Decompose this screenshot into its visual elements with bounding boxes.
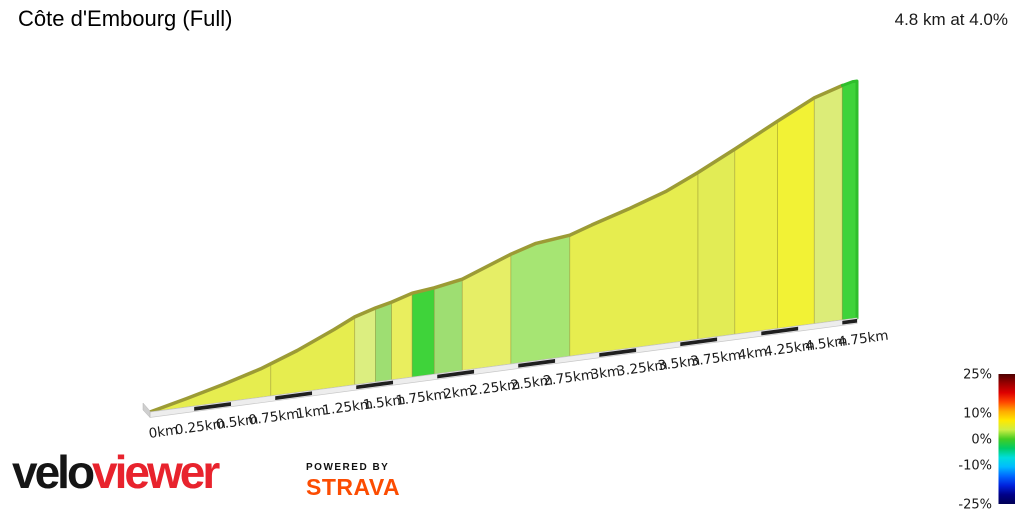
chart-title: Côte d'Embourg (Full): [18, 6, 233, 31]
x-tick-label: 4km: [737, 344, 768, 364]
legend-tick-label: 25%: [963, 368, 992, 383]
axis-dash: [356, 380, 394, 390]
legend-tick-label: 10%: [963, 407, 992, 422]
powered-by-strava: POWERED BY STRAVA: [306, 463, 400, 499]
x-tick-label: 3.75km: [689, 347, 742, 370]
strava-wordmark: STRAVA: [306, 474, 401, 500]
gradient-segment: [461, 253, 512, 371]
axis-dash: [842, 318, 858, 325]
axis-dash: [275, 391, 313, 400]
gradient-segment: [813, 84, 843, 325]
gradient-segment: [734, 120, 778, 335]
gradient-segment: [433, 278, 463, 375]
gradient-segment: [510, 234, 571, 365]
x-tick-label: 2.75km: [542, 367, 595, 390]
gradient-segment: [777, 97, 815, 329]
gradient-segment: [354, 307, 376, 386]
x-tick-label: 0.5km: [215, 412, 259, 433]
axis-dash: [437, 369, 475, 379]
gradient-segment: [569, 171, 699, 357]
x-tick-label: 2km: [442, 383, 473, 403]
x-tick-label: 0km: [148, 422, 179, 442]
distance-axis: [142, 317, 858, 419]
gradient-segment: [411, 287, 435, 378]
legend-tick-label: 0%: [971, 433, 992, 448]
x-tick-label: 4.75km: [837, 328, 890, 351]
x-tick-label: 4.25km: [763, 337, 816, 360]
x-tick-label: 1km: [295, 403, 326, 423]
x-tick-label: 3.5km: [657, 353, 701, 374]
gradient-segment: [374, 301, 393, 383]
x-tick-label: 3km: [590, 363, 621, 383]
summit-edge: [840, 79, 859, 320]
axis-dash: [761, 326, 799, 336]
gradient-segment: [697, 148, 736, 340]
gradient-legend: 25% 10% 0% -10% -25%: [958, 368, 1015, 512]
x-tick-label: 0.25km: [174, 416, 227, 439]
profile-ridge-line: [148, 79, 859, 414]
x-tick-label: 4.5km: [804, 333, 848, 354]
climb-summary: 4.8 km at 4.0%: [894, 10, 1008, 29]
axis-dash: [680, 337, 718, 347]
axis-dash: [518, 359, 556, 368]
x-tick-label: 0.75km: [248, 406, 301, 429]
axis-dash: [194, 402, 232, 411]
x-tick-label: 1.75km: [395, 386, 448, 409]
gradient-segment: [391, 292, 413, 381]
gradient-segments: [149, 80, 858, 413]
gradient-legend-bar: [998, 374, 1015, 504]
veloviewer-logo: veloviewer: [12, 446, 220, 498]
gradient-segment: [841, 80, 858, 321]
x-tick-label: 1.25km: [321, 396, 374, 419]
axis-start-cap: [142, 402, 151, 419]
axis-dash: [599, 348, 637, 357]
x-tick-label: 2.5km: [510, 372, 554, 393]
legend-tick-label: -25%: [958, 498, 992, 512]
gradient-legend-labels: 25% 10% 0% -10% -25%: [958, 368, 992, 512]
powered-by-label: POWERED BY: [306, 462, 390, 473]
ridge-line: [148, 83, 845, 414]
brand-velo: velo: [12, 446, 95, 498]
brand-viewer: viewer: [92, 446, 220, 498]
x-tick-label: 3.25km: [616, 357, 669, 380]
distance-axis-labels: 0km0.25km0.5km0.75km1km1.25km1.5km1.75km…: [148, 328, 890, 442]
x-tick-label: 1.5km: [362, 392, 406, 413]
x-tick-label: 2.25km: [469, 377, 522, 400]
legend-tick-label: -10%: [958, 459, 992, 474]
